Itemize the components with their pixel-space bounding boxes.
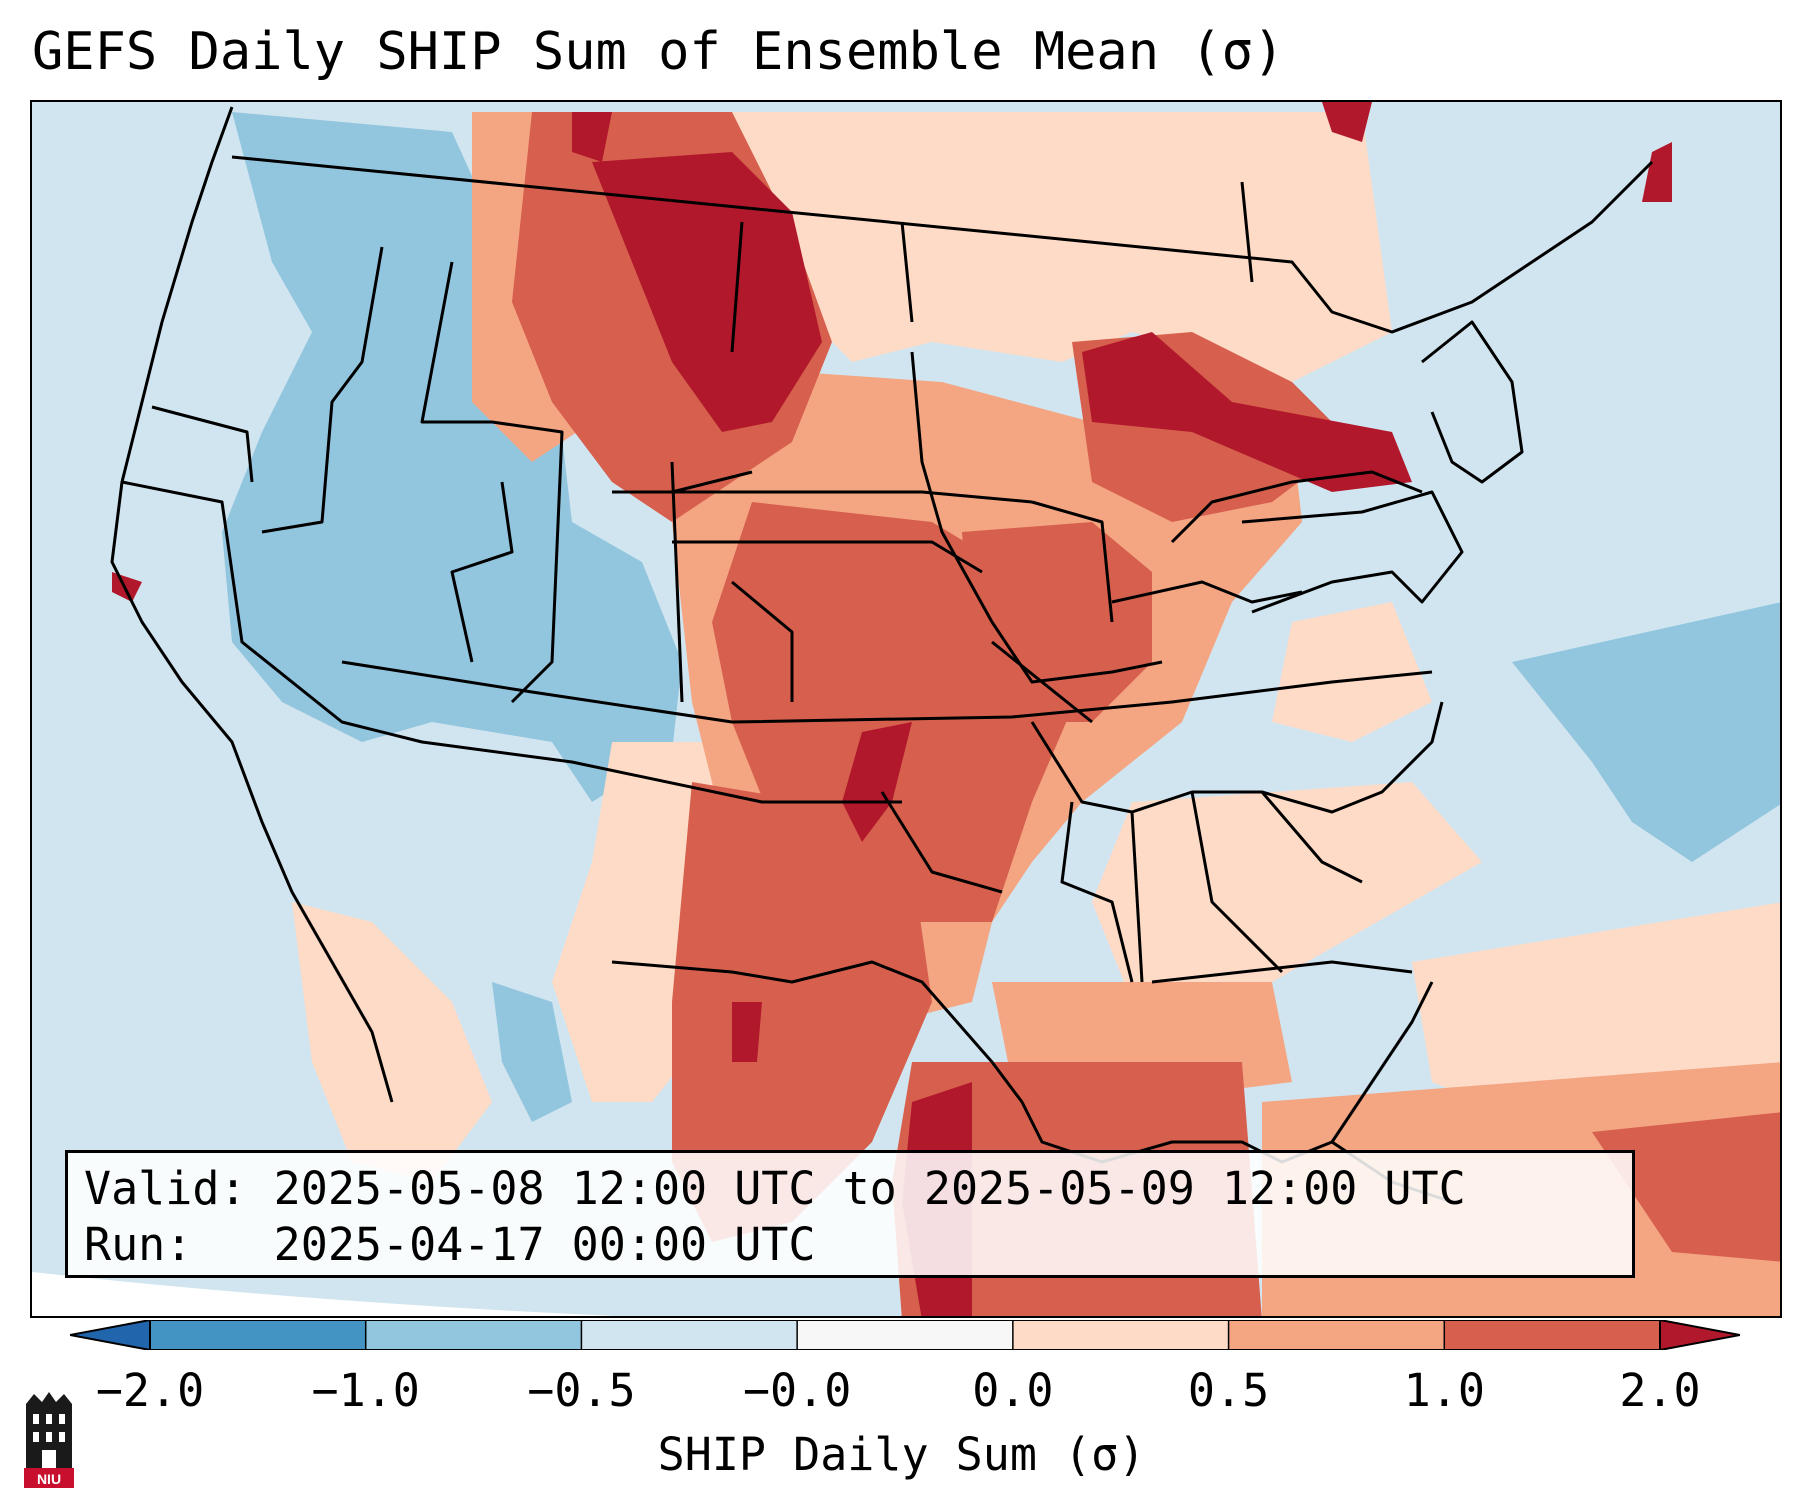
niu-logo-graphic: NIU — [24, 1392, 74, 1488]
colorbar-segment-4 — [1012, 1320, 1230, 1350]
colorbar-segments — [149, 1320, 1661, 1350]
anomaly-weak-positive-regions — [292, 112, 1780, 1182]
colorbar-segment-2 — [581, 1320, 798, 1350]
colorbar-segment-5 — [1228, 1320, 1445, 1350]
colorbar-tick-3: −0.0 — [742, 1364, 852, 1417]
colorbar-label: SHIP Daily Sum (σ) — [657, 1428, 1146, 1481]
colorbar-tick-0: −2.0 — [95, 1364, 205, 1417]
niu-logo-text: NIU — [37, 1471, 61, 1487]
niu-logo: NIU — [20, 1390, 78, 1490]
colorbar-tick-4: 0.0 — [972, 1364, 1054, 1417]
valid-time-text: Valid: 2025-05-08 12:00 UTC to 2025-05-0… — [84, 1162, 1466, 1215]
valid-run-info-box: Valid: 2025-05-08 12:00 UTC to 2025-05-0… — [65, 1150, 1635, 1278]
anomaly-negative-regions — [222, 112, 1780, 1122]
colorbar — [69, 1318, 1741, 1354]
colorbar-tick-7: 2.0 — [1619, 1364, 1701, 1417]
map-title: GEFS Daily SHIP Sum of Ensemble Mean (σ) — [32, 22, 1285, 82]
colorbar-segment-3 — [797, 1320, 1014, 1350]
run-time-text: Run: 2025-04-17 00:00 UTC — [84, 1218, 816, 1271]
colorbar-tick-5: 0.5 — [1187, 1364, 1270, 1417]
colorbar-tick-6: 1.0 — [1403, 1364, 1485, 1417]
colorbar-tick-2: −0.5 — [527, 1364, 636, 1417]
colorbar-tick-1: −1.0 — [311, 1364, 420, 1417]
map-svg — [32, 102, 1780, 1316]
colorbar-segment-6 — [1444, 1320, 1661, 1350]
ship-anomaly-map — [30, 100, 1782, 1318]
colorbar-segment-1 — [365, 1320, 582, 1350]
colorbar-extend-low — [69, 1318, 151, 1352]
colorbar-segment-0 — [150, 1320, 367, 1350]
colorbar-extend-high — [1659, 1318, 1741, 1352]
colorbar-svg — [69, 1318, 1741, 1352]
